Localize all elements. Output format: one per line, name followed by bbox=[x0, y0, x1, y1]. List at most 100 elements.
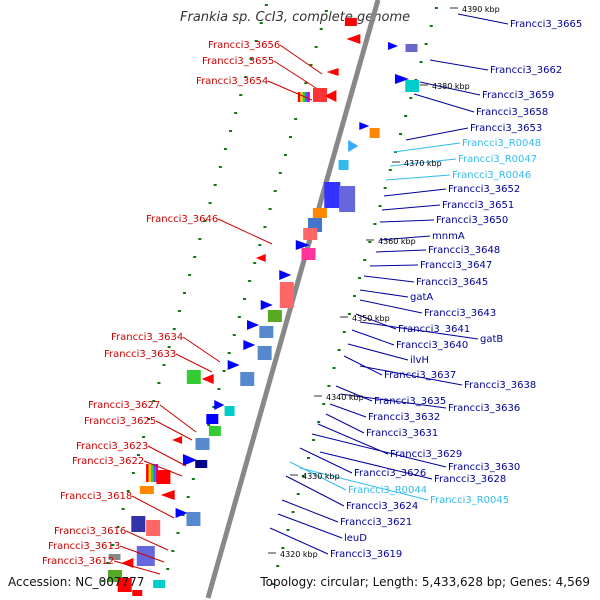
tick-mark bbox=[152, 400, 156, 402]
tick-mark bbox=[383, 187, 387, 189]
gene-arrow bbox=[359, 122, 370, 130]
tick-mark bbox=[198, 238, 202, 240]
right-gene-label: Francci3_3628 bbox=[434, 474, 506, 485]
tick-mark bbox=[324, 10, 328, 12]
leader-line bbox=[385, 174, 451, 181]
leader-line bbox=[359, 289, 409, 298]
kbp-marker: 4340 kbp bbox=[326, 393, 364, 402]
gene-arrow bbox=[388, 42, 399, 50]
tick-mark bbox=[332, 367, 336, 369]
tick-mark bbox=[157, 382, 161, 384]
kbp-marker: 4350 kbp bbox=[352, 314, 390, 323]
leader-line bbox=[413, 93, 475, 113]
tick-mark bbox=[306, 457, 310, 459]
tick-mark bbox=[263, 226, 267, 228]
tick-mark bbox=[294, 118, 298, 120]
tick-mark bbox=[227, 352, 231, 354]
tick-mark bbox=[309, 64, 313, 66]
tick-mark bbox=[167, 346, 171, 348]
leader-line bbox=[375, 249, 427, 253]
gene-block bbox=[307, 92, 310, 102]
tick-mark bbox=[342, 331, 346, 333]
tick-mark bbox=[322, 403, 326, 405]
tick-mark bbox=[253, 262, 257, 264]
gene-block bbox=[240, 372, 255, 386]
tick-mark bbox=[424, 43, 428, 45]
tick-mark bbox=[373, 223, 377, 225]
leader-line bbox=[363, 275, 415, 283]
rna-label: Francci3_R0045 bbox=[430, 495, 509, 506]
leader-line bbox=[419, 81, 481, 96]
gene-arrow bbox=[121, 558, 134, 568]
tick-mark bbox=[121, 508, 125, 510]
tick-mark bbox=[136, 454, 140, 456]
gene-block bbox=[148, 464, 151, 482]
leader-line bbox=[369, 264, 419, 267]
left-gene-label: Francci3_3646 bbox=[146, 214, 218, 225]
left-gene-label: Francci3_3627 bbox=[88, 400, 160, 411]
tick-mark bbox=[296, 493, 300, 495]
gene-block bbox=[344, 18, 357, 26]
leader-line bbox=[279, 44, 323, 75]
left-gene-label: Francci3_3655 bbox=[202, 56, 274, 67]
tick-mark bbox=[404, 115, 408, 117]
leader-line bbox=[325, 413, 365, 434]
tick-mark bbox=[207, 424, 211, 426]
leader-line bbox=[147, 445, 187, 467]
right-gene-label: Francci3_3651 bbox=[442, 200, 514, 211]
tick-mark bbox=[111, 544, 115, 546]
left-gene-label: Francci3_3654 bbox=[196, 76, 268, 87]
leader-line bbox=[359, 299, 423, 314]
gene-arrow bbox=[172, 436, 183, 444]
gene-arrow bbox=[394, 74, 409, 84]
tick-mark bbox=[429, 25, 433, 27]
leader-line bbox=[281, 499, 339, 523]
kbp-marker: 4320 kbp bbox=[280, 550, 318, 559]
tick-mark bbox=[264, 4, 268, 6]
gene-block bbox=[224, 406, 235, 416]
gene-block bbox=[153, 580, 166, 588]
leader-line bbox=[289, 461, 347, 491]
gene-block bbox=[369, 128, 380, 138]
kbp-marker: 4390 kbp bbox=[462, 5, 500, 14]
gene-block bbox=[257, 346, 272, 360]
tick-mark bbox=[358, 277, 362, 279]
left-gene-label: Francci3_3616 bbox=[54, 526, 126, 537]
gene-block bbox=[108, 554, 121, 560]
leader-line bbox=[299, 467, 429, 501]
leader-line bbox=[269, 527, 329, 555]
tick-mark bbox=[317, 421, 321, 423]
gene-block bbox=[312, 88, 327, 102]
tick-mark bbox=[281, 547, 285, 549]
kbp-marker: 4380 kbp bbox=[432, 82, 470, 91]
gene-block bbox=[303, 228, 318, 240]
gene-block bbox=[279, 282, 294, 296]
right-gene-label: Francci3_3629 bbox=[390, 449, 462, 460]
leader-line bbox=[347, 343, 409, 361]
tick-mark bbox=[188, 274, 192, 276]
gene-arrow bbox=[214, 400, 225, 410]
gene-arrow bbox=[227, 360, 240, 370]
gene-arrow bbox=[247, 320, 260, 330]
tick-mark bbox=[409, 97, 413, 99]
tick-mark bbox=[222, 370, 226, 372]
right-gene-label: Francci3_3650 bbox=[436, 215, 508, 226]
right-gene-label: Francci3_3658 bbox=[476, 107, 548, 118]
tick-mark bbox=[106, 562, 110, 564]
tick-mark bbox=[258, 244, 262, 246]
tick-mark bbox=[242, 298, 246, 300]
right-gene-label: mnmA bbox=[432, 231, 465, 242]
gene-block bbox=[259, 326, 274, 338]
tick-mark bbox=[217, 388, 221, 390]
leader-line bbox=[217, 218, 273, 245]
leader-line bbox=[113, 560, 161, 575]
gene-arrow bbox=[348, 140, 359, 152]
tick-mark bbox=[212, 406, 216, 408]
tick-mark bbox=[166, 568, 170, 570]
topology-text: Topology: circular; Length: 5,433,628 bp… bbox=[260, 575, 590, 589]
tick-mark bbox=[162, 364, 166, 366]
tick-mark bbox=[237, 316, 241, 318]
tick-mark bbox=[278, 172, 282, 174]
leader-line bbox=[131, 495, 175, 519]
